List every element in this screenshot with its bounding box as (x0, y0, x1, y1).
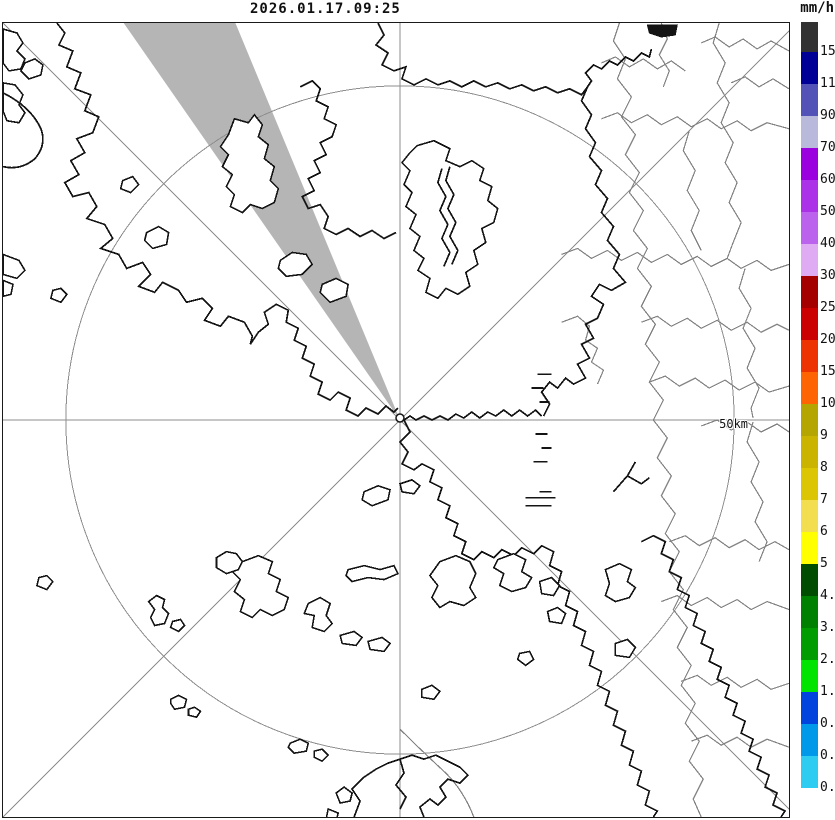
legend-tick-label: 30 (820, 268, 835, 284)
legend-segment (801, 532, 818, 564)
legend-segment (801, 596, 818, 628)
legend-segment (801, 788, 818, 818)
radar-map: 50km (2, 22, 790, 818)
legend-segment (801, 22, 818, 52)
legend-tick-label: 90 (820, 108, 835, 124)
legend-tick-label: 0.1 (820, 748, 835, 764)
timestamp: 2026.01.17.09:25 (250, 1, 401, 17)
admin-boundaries (399, 23, 789, 817)
legend-tick-label: 1.0 (820, 684, 835, 700)
radar-center-marker (395, 413, 405, 423)
legend-tick-label: 0.0 (820, 780, 835, 796)
legend-segment (801, 308, 818, 340)
legend-tick-label: 8 (820, 460, 828, 476)
legend-tick-label: 4.0 (820, 588, 835, 604)
legend-segment (801, 404, 818, 436)
legend-segment (801, 180, 818, 212)
legend-segment (801, 756, 818, 788)
legend-segment (801, 212, 818, 244)
legend-tick-label: 7 (820, 492, 828, 508)
legend-segment (801, 52, 818, 84)
range-ring-label: 50km (719, 417, 748, 431)
legend-segment (801, 276, 818, 308)
legend-tick-label: 0.5 (820, 716, 835, 732)
legend-tick-label: 3.0 (820, 620, 835, 636)
legend-tick-label: 25 (820, 300, 835, 316)
legend-segment (801, 340, 818, 372)
legend-tick-label: 10 (820, 396, 835, 412)
legend-tick-label: 20 (820, 332, 835, 348)
legend-segment (801, 436, 818, 468)
legend-segment (801, 564, 818, 596)
legend-tick-label: 2.0 (820, 652, 835, 668)
legend-tick-label: 70 (820, 140, 835, 156)
legend-segment (801, 468, 818, 500)
legend-tick-label: 15 (820, 364, 835, 380)
legend-segment (801, 148, 818, 180)
legend-segment (801, 372, 818, 404)
legend-segment (801, 692, 818, 724)
legend-segment (801, 628, 818, 660)
legend-tick-label: 40 (820, 236, 835, 252)
legend-tick-label: 9 (820, 428, 828, 444)
legend-segment (801, 724, 818, 756)
legend-segment (801, 84, 818, 116)
legend-segment (801, 116, 818, 148)
coastlines (3, 23, 787, 817)
legend-tick-label: 110 (820, 76, 835, 92)
legend-colorbar (801, 22, 818, 818)
beam-blockage-wedge (123, 23, 400, 420)
legend-tick-label: 150 (820, 44, 835, 60)
legend-unit-label: mm/h (800, 0, 834, 16)
legend-labels: 150 110 90 70 60 50 40 30 25 20 15 10 9 8 7 6 5 4.0 3.0 2.0… (820, 22, 835, 818)
legend-tick-label: 6 (820, 524, 828, 540)
legend-tick-label: 5 (820, 556, 828, 572)
legend-segment (801, 244, 818, 276)
legend-tick-label: 50 (820, 204, 835, 220)
legend-segment (801, 660, 818, 692)
legend-segment (801, 500, 818, 532)
legend-tick-label: 60 (820, 172, 835, 188)
